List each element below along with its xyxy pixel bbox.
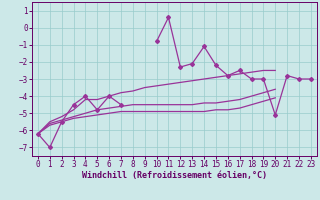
- X-axis label: Windchill (Refroidissement éolien,°C): Windchill (Refroidissement éolien,°C): [82, 171, 267, 180]
